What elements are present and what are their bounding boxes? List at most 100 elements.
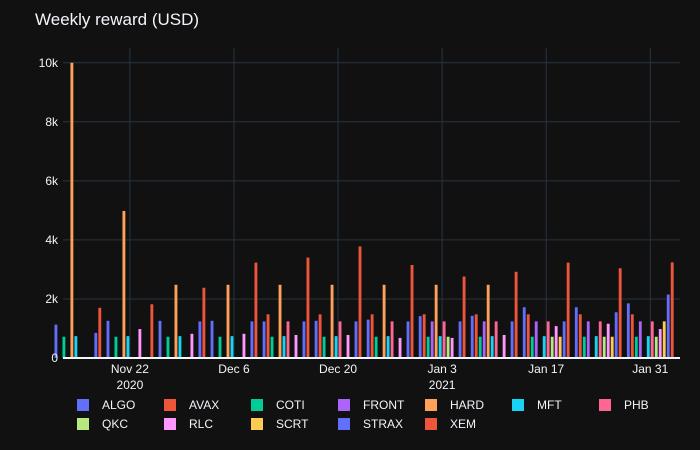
x-tick-label: Jan 31: [632, 362, 668, 376]
legend-label: PHB: [624, 398, 649, 412]
bar-strax: [562, 321, 566, 358]
bar-mft: [438, 336, 442, 358]
bar-strax: [354, 321, 358, 358]
bar-front: [638, 321, 642, 358]
bar-mft: [282, 336, 286, 358]
bar-phb: [650, 321, 654, 358]
legend-swatch: [77, 399, 89, 411]
legend-item-phb[interactable]: PHB: [599, 398, 649, 412]
bar-algo: [158, 320, 162, 358]
legend-item-qkc[interactable]: QKC: [77, 417, 128, 431]
legend-swatch: [338, 418, 350, 430]
bar-strax: [666, 294, 670, 358]
bar-avax: [526, 314, 530, 358]
y-tick-label: 8k: [45, 115, 59, 129]
bar-xem: [358, 246, 362, 358]
bar-avax: [474, 314, 478, 358]
legend-label: FRONT: [363, 398, 405, 412]
legend-item-scrt[interactable]: SCRT: [251, 417, 309, 431]
bar-hard: [330, 284, 334, 358]
legend[interactable]: ALGO AVAX COTI FRONT HARD MFT PHB QKC RLC SCRT STR…: [77, 398, 649, 431]
bar-algo: [106, 320, 110, 358]
legend-swatch: [164, 399, 176, 411]
bar-rlc: [502, 334, 506, 358]
bar-rlc: [138, 329, 142, 358]
bar-rlc: [242, 333, 246, 358]
y-tick-label: 10k: [39, 56, 59, 70]
bar-coti: [322, 336, 326, 358]
bar-front: [430, 321, 434, 358]
bar-avax: [630, 314, 634, 358]
bar-rlc: [658, 329, 662, 358]
bar-rlc: [346, 334, 350, 358]
x-tick-label: Jan 17: [528, 362, 564, 376]
legend-item-avax[interactable]: AVAX: [164, 398, 219, 412]
bar-rlc: [450, 337, 454, 358]
bar-hard: [174, 284, 178, 358]
chart-title: Weekly reward (USD): [35, 10, 199, 29]
legend-item-algo[interactable]: ALGO: [77, 398, 135, 412]
bar-hard: [382, 284, 386, 358]
bar-qkc: [550, 336, 554, 358]
bar-avax: [266, 314, 270, 358]
bar-phb: [286, 321, 290, 358]
legend-label: COTI: [276, 398, 305, 412]
bar-front: [534, 321, 538, 358]
bar-xem: [670, 262, 674, 358]
bar-phb: [546, 321, 550, 358]
bar-phb: [598, 321, 602, 358]
bar-scrt: [662, 321, 666, 358]
legend-label: MFT: [537, 398, 562, 412]
bar-mft: [386, 336, 390, 358]
bar-coti: [270, 336, 274, 358]
bar-strax: [406, 321, 410, 358]
legend-swatch: [251, 399, 263, 411]
x-tick-year-label: 2021: [429, 378, 456, 392]
legend-label: AVAX: [189, 398, 219, 412]
bar-coti: [426, 336, 430, 358]
legend-swatch: [338, 399, 350, 411]
bar-avax: [422, 314, 426, 358]
bar-algo: [210, 320, 214, 358]
bar-xem: [98, 307, 102, 358]
legend-item-mft[interactable]: MFT: [512, 398, 562, 412]
bar-algo: [626, 303, 630, 358]
bar-hard: [226, 284, 230, 358]
legend-item-strax[interactable]: STRAX: [338, 417, 403, 431]
bar-avax: [370, 314, 374, 358]
bar-coti: [218, 336, 222, 358]
bar-qkc: [654, 336, 658, 358]
legend-label: SCRT: [276, 417, 309, 431]
x-axis: Nov 22 2020 Dec 6 Dec 20 Jan 3 2021 Jan 17 Jan …: [111, 362, 669, 392]
legend-item-hard[interactable]: HARD: [425, 398, 484, 412]
bar-mft: [178, 336, 182, 358]
legend-item-xem[interactable]: XEM: [425, 417, 476, 431]
legend-label: XEM: [450, 417, 476, 431]
bar-front: [482, 321, 486, 358]
legend-label: RLC: [189, 417, 213, 431]
bar-xem: [202, 287, 206, 358]
bar-phb: [442, 321, 446, 358]
bar-hard: [70, 62, 74, 358]
bar-rlc: [606, 323, 610, 358]
bar-phb: [390, 321, 394, 358]
legend-item-coti[interactable]: COTI: [251, 398, 305, 412]
legend-label: STRAX: [363, 417, 403, 431]
bar-algo: [522, 307, 526, 358]
bar-rlc: [554, 326, 558, 358]
bar-strax: [94, 332, 98, 358]
bar-xem: [254, 262, 258, 358]
y-axis: 0 2k 4k 6k 8k 10k: [39, 56, 59, 365]
bar-strax: [614, 312, 618, 358]
legend-swatch: [77, 418, 89, 430]
bar-strax: [510, 321, 514, 358]
bar-mft: [542, 336, 546, 358]
bar-scrt: [610, 336, 614, 358]
legend-item-rlc[interactable]: RLC: [164, 417, 213, 431]
bar-coti: [374, 336, 378, 358]
x-tick-label: Dec 6: [218, 362, 250, 376]
bar-coti: [478, 336, 482, 358]
legend-item-front[interactable]: FRONT: [338, 398, 405, 412]
legend-label: QKC: [102, 417, 128, 431]
